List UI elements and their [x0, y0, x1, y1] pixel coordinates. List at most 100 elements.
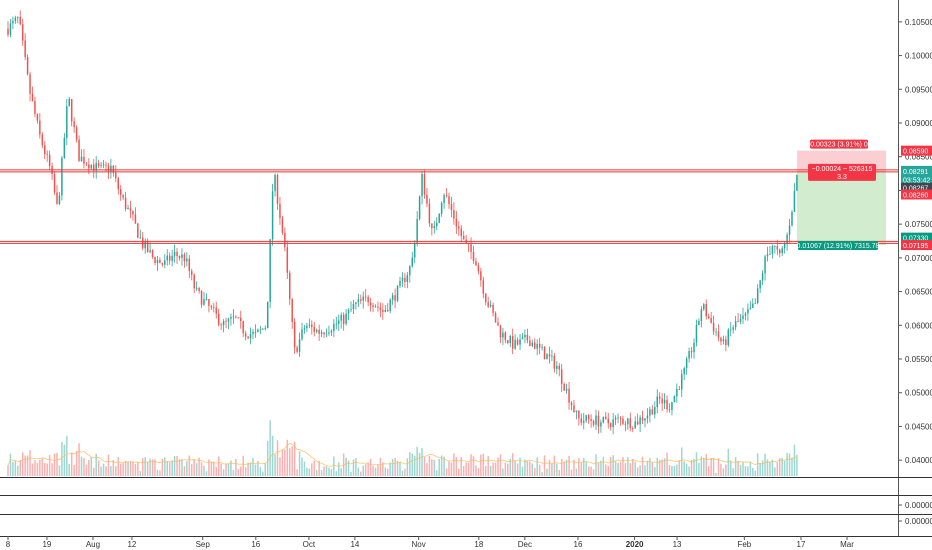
candle-body	[710, 318, 712, 323]
volume-bar	[340, 468, 342, 476]
sub-tick-label: 0.00000	[905, 517, 932, 526]
candle-body	[462, 235, 465, 240]
candle-body	[752, 303, 754, 308]
candle	[63, 133, 66, 159]
volume-bar	[783, 460, 786, 476]
candle-body	[658, 396, 661, 399]
candle	[551, 349, 553, 361]
candle-body	[605, 416, 607, 419]
volume-bar	[651, 462, 654, 476]
candle	[369, 297, 372, 312]
volume-bar	[259, 467, 262, 476]
candle-body	[585, 415, 587, 421]
candle-body	[335, 323, 338, 325]
candle	[421, 171, 423, 205]
volume-bar	[707, 466, 710, 476]
candle-body	[308, 324, 311, 326]
candle	[100, 162, 102, 169]
horizontal-lines[interactable]	[0, 169, 898, 244]
candle	[389, 298, 391, 314]
volume-bar	[374, 467, 377, 476]
candle-body	[507, 340, 509, 344]
candle-body	[301, 329, 303, 340]
candle	[112, 164, 115, 177]
candle-body	[440, 202, 443, 214]
candle	[570, 401, 573, 411]
volume-bar	[186, 461, 188, 476]
candle-body	[374, 306, 377, 308]
candle	[235, 315, 237, 319]
candle	[480, 267, 482, 287]
candle	[632, 426, 634, 433]
volume-bar	[756, 453, 759, 476]
volume-bar	[541, 472, 543, 476]
candle	[291, 297, 293, 329]
candle	[328, 325, 330, 336]
candle-body	[350, 309, 352, 310]
candle-body	[477, 265, 480, 272]
volume-bar	[578, 458, 580, 476]
volume-bar	[119, 463, 122, 476]
candle-body	[164, 260, 166, 265]
volume-bar	[203, 465, 205, 476]
candle	[509, 334, 511, 348]
candle-body	[220, 324, 222, 326]
price-tag-label: 0.08267	[903, 186, 928, 193]
candle	[102, 159, 105, 169]
candle	[575, 410, 578, 420]
candle	[122, 194, 124, 201]
candle-body	[502, 332, 504, 338]
candle-body	[406, 275, 409, 282]
candle	[396, 285, 399, 303]
candle	[173, 244, 176, 263]
candle-body	[700, 309, 703, 321]
candle	[259, 325, 262, 335]
candle	[225, 317, 227, 329]
candle	[90, 164, 93, 170]
candle	[781, 246, 783, 257]
candle	[406, 271, 409, 289]
candle	[374, 304, 377, 308]
candle	[526, 328, 529, 344]
candle	[257, 328, 259, 333]
candle	[634, 416, 636, 429]
candle	[703, 303, 705, 312]
volume-bar	[58, 465, 61, 476]
candle-body	[259, 329, 262, 331]
candle	[391, 292, 394, 305]
candle	[215, 301, 217, 319]
volume-bar	[247, 462, 249, 476]
volume-bar	[195, 463, 198, 476]
volume-bar	[426, 463, 428, 476]
candle-body	[489, 304, 492, 307]
volume-bar	[730, 460, 732, 476]
volume-bar	[421, 448, 423, 476]
volume-bar	[66, 435, 68, 476]
volume-bar	[695, 452, 698, 476]
candle-body	[173, 251, 176, 256]
candle-body	[426, 194, 428, 204]
volume-bar	[732, 468, 734, 476]
candle-body	[203, 299, 205, 305]
candle-body	[384, 310, 387, 312]
candle-body	[357, 299, 360, 303]
candle-body	[629, 418, 632, 429]
candle	[56, 185, 58, 205]
candle	[93, 159, 95, 178]
candle	[146, 238, 149, 253]
candle-body	[514, 339, 516, 349]
candle	[107, 162, 110, 180]
volume-bar	[139, 471, 142, 476]
volume-bar	[548, 459, 551, 476]
volume-bar	[556, 463, 558, 476]
volume-bar	[271, 435, 274, 476]
candle-body	[695, 325, 698, 343]
candle	[681, 369, 683, 398]
volume-bar	[573, 459, 575, 476]
candle	[543, 346, 546, 360]
candle	[80, 149, 83, 162]
volume-bar	[95, 453, 97, 476]
candle-body	[14, 17, 17, 21]
volume-bar	[142, 458, 144, 476]
candle-body	[362, 296, 364, 301]
